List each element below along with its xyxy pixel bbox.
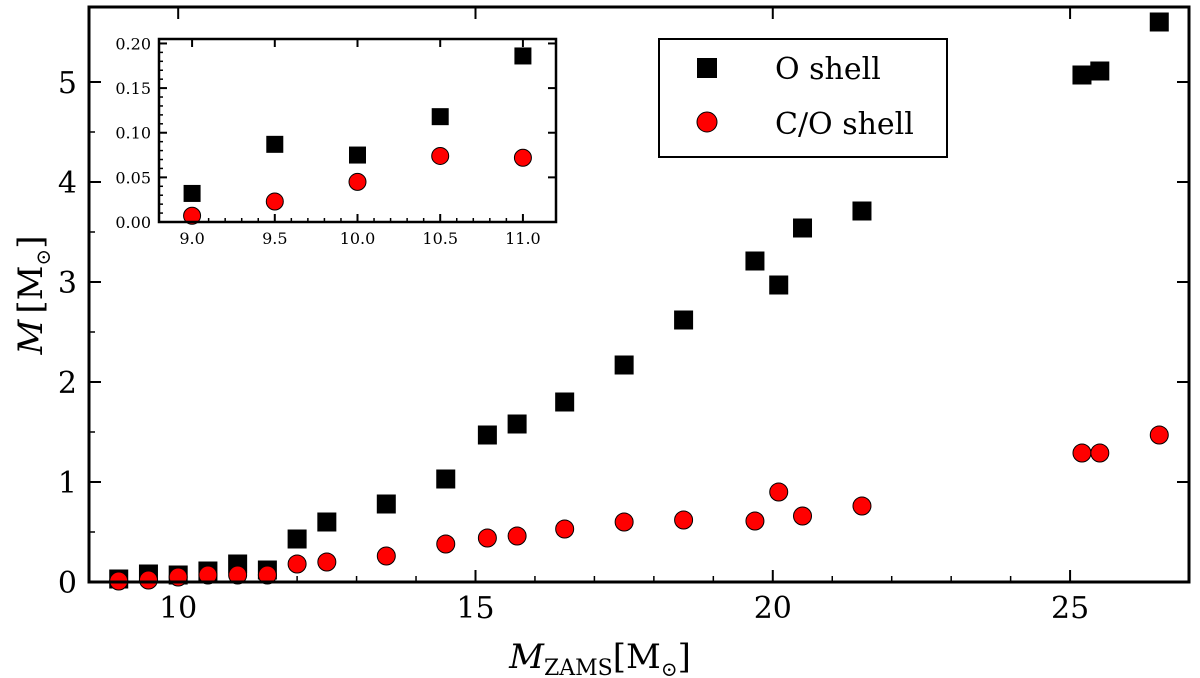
main-point-c-o-shell bbox=[198, 565, 218, 585]
inset-point-c-o-shell bbox=[431, 146, 450, 165]
legend-marker-o-shell bbox=[697, 58, 717, 78]
y-axis-title-main: M bbox=[11, 318, 51, 355]
main-point-c-o-shell bbox=[614, 512, 634, 532]
x-axis-title-unit-sun: ⊙ bbox=[661, 657, 678, 678]
main-point-o-shell bbox=[674, 310, 694, 330]
inset-chart: 9.0 9.5 10.0 10.5 11.0 0.00 0.05 0.10 0.15 0.20 bbox=[115, 34, 558, 248]
inset-y-tick-label: 0.05 bbox=[115, 168, 151, 187]
x-axis-title: MZAMS[M⊙] bbox=[508, 637, 691, 678]
legend-marker-co-shell bbox=[696, 111, 718, 133]
main-point-o-shell bbox=[769, 275, 789, 295]
main-point-c-o-shell bbox=[436, 534, 456, 554]
inset-x-tick-label: 11.0 bbox=[505, 229, 541, 248]
main-point-c-o-shell bbox=[1149, 425, 1169, 445]
main-x-tick-label: 25 bbox=[1051, 591, 1089, 626]
inset-y-tick-label: 0.10 bbox=[115, 124, 151, 143]
inset-point-o-shell bbox=[266, 135, 284, 153]
main-point-c-o-shell bbox=[138, 570, 158, 590]
main-x-tick-label: 15 bbox=[456, 591, 494, 626]
main-point-c-o-shell bbox=[555, 519, 575, 539]
main-point-c-o-shell bbox=[317, 552, 337, 572]
x-axis-title-unit-open: [M bbox=[613, 637, 661, 677]
y-axis-title: M [M⊙] bbox=[11, 236, 55, 356]
y-axis-title-unit-open: [M bbox=[11, 266, 51, 314]
main-point-c-o-shell bbox=[257, 565, 277, 585]
main-point-o-shell bbox=[555, 392, 575, 412]
main-point-o-shell bbox=[507, 414, 527, 434]
inset-x-tick-label: 9.5 bbox=[262, 229, 287, 248]
inset-data-points bbox=[183, 47, 532, 225]
main-point-o-shell bbox=[1072, 65, 1092, 85]
inset-x-tick-label: 10.5 bbox=[422, 229, 458, 248]
y-axis-title-unit-sun: ⊙ bbox=[31, 249, 55, 266]
inset-point-o-shell bbox=[183, 184, 201, 202]
inset-point-o-shell bbox=[514, 47, 532, 65]
inset-x-tick-label: 10.0 bbox=[340, 229, 376, 248]
main-y-tick-label: 0 bbox=[58, 566, 77, 601]
y-axis-title-unit-close: ] bbox=[11, 236, 51, 249]
main-point-c-o-shell bbox=[376, 546, 396, 566]
main-x-tick-label: 10 bbox=[159, 591, 197, 626]
x-axis-title-subscript: ZAMS bbox=[544, 656, 613, 678]
main-x-tick-label: 20 bbox=[754, 591, 792, 626]
inset-y-tick-label: 0.00 bbox=[115, 213, 151, 232]
main-point-c-o-shell bbox=[769, 482, 789, 502]
main-point-c-o-shell bbox=[507, 526, 527, 546]
legend-label-co-shell: C/O shell bbox=[775, 107, 914, 142]
main-point-c-o-shell bbox=[1072, 443, 1092, 463]
inset-point-o-shell bbox=[349, 146, 366, 164]
x-axis-title-main: M bbox=[508, 637, 545, 677]
main-y-tick-label: 3 bbox=[58, 266, 77, 301]
inset-point-c-o-shell bbox=[183, 206, 202, 225]
inset-background bbox=[159, 39, 556, 222]
inset-point-c-o-shell bbox=[348, 172, 367, 191]
main-point-o-shell bbox=[793, 218, 813, 238]
legend: O shell C/O shell bbox=[658, 38, 948, 158]
main-point-o-shell bbox=[1090, 61, 1110, 81]
inset-point-o-shell bbox=[431, 108, 449, 126]
main-point-o-shell bbox=[745, 251, 765, 271]
x-axis-title-unit-close: ] bbox=[678, 637, 691, 677]
main-axis-ticks: 10 15 20 25 0 1 2 3 4 5 bbox=[58, 7, 1189, 626]
main-point-c-o-shell bbox=[287, 554, 307, 574]
main-point-c-o-shell bbox=[477, 528, 497, 548]
main-y-tick-label: 4 bbox=[58, 166, 77, 201]
inset-x-tick-label: 9.0 bbox=[179, 229, 204, 248]
inset-point-c-o-shell bbox=[265, 192, 284, 211]
main-y-tick-label: 1 bbox=[58, 466, 77, 501]
inset-y-tick-label: 0.15 bbox=[115, 79, 151, 98]
main-y-tick-label: 2 bbox=[58, 366, 77, 401]
inset-plot-frame bbox=[157, 37, 558, 224]
main-point-c-o-shell bbox=[793, 506, 813, 526]
inset-axis-ticks: 9.0 9.5 10.0 10.5 11.0 0.00 0.05 0.10 0.15 0.20 bbox=[115, 34, 556, 248]
main-point-o-shell bbox=[852, 201, 872, 221]
main-plot-frame bbox=[87, 5, 1191, 584]
main-point-o-shell bbox=[477, 425, 497, 445]
main-point-c-o-shell bbox=[1090, 443, 1110, 463]
main-point-o-shell bbox=[614, 355, 634, 375]
main-point-c-o-shell bbox=[852, 496, 872, 516]
main-point-o-shell bbox=[376, 494, 396, 514]
inset-y-tick-label: 0.20 bbox=[115, 34, 151, 53]
main-point-o-shell bbox=[436, 469, 456, 489]
main-point-o-shell bbox=[1149, 12, 1169, 32]
main-point-c-o-shell bbox=[745, 511, 765, 531]
main-point-o-shell bbox=[287, 529, 307, 549]
main-point-c-o-shell bbox=[228, 565, 248, 585]
legend-label-o-shell: O shell bbox=[775, 52, 881, 87]
main-point-c-o-shell bbox=[674, 510, 694, 530]
main-point-o-shell bbox=[317, 512, 337, 532]
inset-point-c-o-shell bbox=[513, 148, 532, 167]
main-y-tick-label: 5 bbox=[58, 66, 77, 101]
